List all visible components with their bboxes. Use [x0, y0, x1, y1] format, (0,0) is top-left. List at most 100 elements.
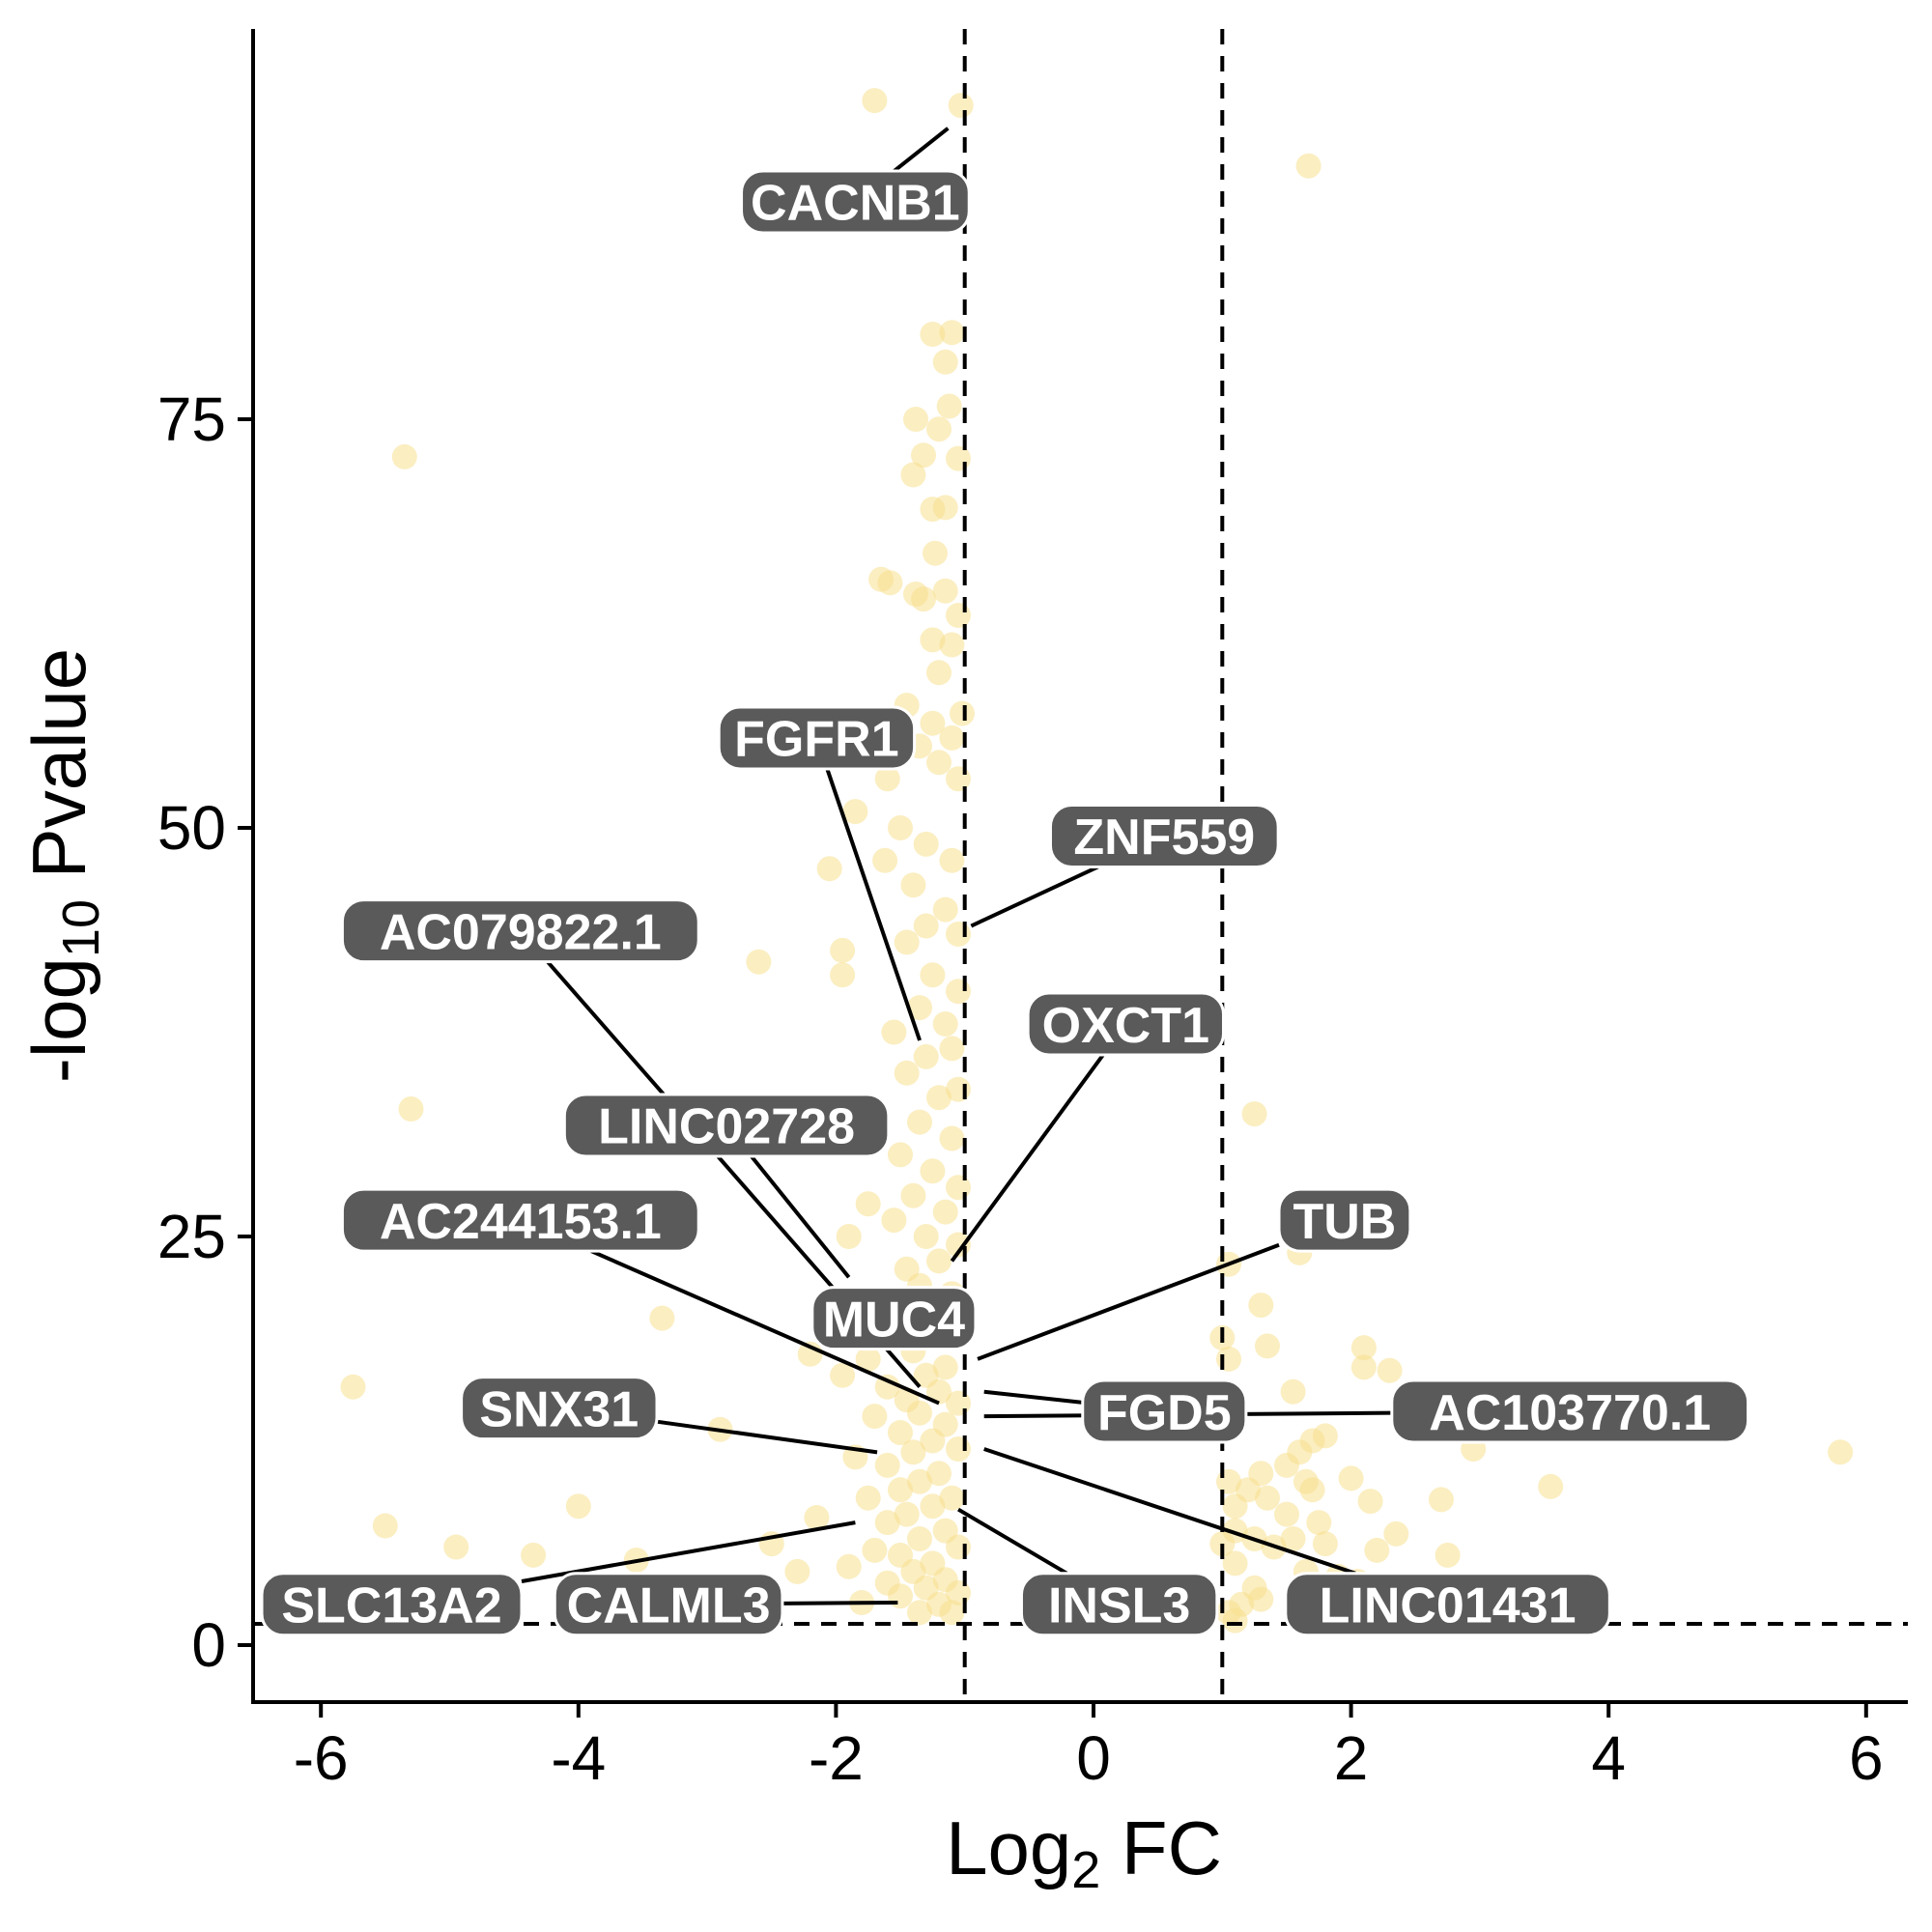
- data-point: [1312, 1531, 1338, 1557]
- gene-label: SNX31: [460, 1376, 659, 1441]
- data-point: [939, 1036, 965, 1062]
- gene-label-box: [340, 1187, 700, 1253]
- data-point: [1216, 1346, 1241, 1372]
- data-point: [746, 949, 772, 975]
- data-point: [907, 1600, 932, 1626]
- data-point: [907, 1109, 932, 1135]
- data-point: [888, 1477, 913, 1503]
- data-point: [946, 922, 971, 947]
- gene-label-box: [553, 1572, 784, 1637]
- data-point: [881, 1208, 907, 1234]
- gene-label-text: ZNF559: [1073, 810, 1255, 866]
- data-point: [948, 93, 974, 119]
- data-point: [926, 1461, 952, 1487]
- data-point: [926, 1085, 952, 1111]
- data-point: [1828, 1439, 1854, 1465]
- gene-label-text: AC244153.1: [380, 1194, 662, 1250]
- data-point: [946, 603, 971, 628]
- gene-label-box: [740, 169, 971, 235]
- data-point: [1241, 1101, 1267, 1127]
- x-tick-label: 0: [1076, 1723, 1111, 1793]
- data-point: [836, 1553, 862, 1579]
- gene-label-text: MUC4: [823, 1292, 965, 1348]
- data-point: [932, 1011, 958, 1037]
- data-point: [907, 995, 932, 1021]
- y-tick-label: 50: [157, 793, 226, 863]
- data-point: [842, 799, 868, 825]
- gene-label-box: [717, 705, 917, 771]
- data-point: [946, 1436, 971, 1462]
- data-point: [1350, 1335, 1377, 1361]
- data-point: [923, 540, 948, 566]
- data-point: [920, 962, 946, 988]
- data-point: [939, 1125, 965, 1151]
- data-point: [936, 393, 962, 419]
- gene-label-text: LINC01431: [1320, 1577, 1577, 1634]
- data-point: [913, 1224, 939, 1249]
- y-tick-label: 0: [191, 1610, 226, 1680]
- data-point: [913, 1043, 939, 1069]
- axes: [251, 29, 1908, 1704]
- gene-label: LINC02728: [562, 1093, 891, 1158]
- gene-label: CALML3: [553, 1572, 784, 1637]
- data-point: [926, 750, 952, 776]
- gene-label: FGFR1: [717, 705, 917, 771]
- x-tick-label: 4: [1591, 1723, 1626, 1793]
- gene-label-text: INSL3: [1048, 1577, 1190, 1634]
- gene-label-box: [810, 1286, 978, 1351]
- gene-label: ZNF559: [1048, 803, 1280, 868]
- leader-line: [983, 1389, 1083, 1405]
- gene-label-box: [562, 1093, 891, 1158]
- leader-line: [950, 1053, 1105, 1263]
- data-point: [1357, 1489, 1383, 1515]
- leader-line: [521, 1520, 856, 1583]
- data-point: [855, 1191, 881, 1217]
- data-point: [939, 1600, 965, 1626]
- data-point: [1222, 1607, 1248, 1634]
- data-point: [443, 1534, 469, 1560]
- data-point: [1255, 1485, 1280, 1511]
- data-point: [946, 766, 971, 792]
- data-point: [946, 1390, 971, 1416]
- data-point: [804, 1505, 830, 1530]
- gene-label: AC079822.1: [340, 898, 700, 964]
- data-point: [888, 1142, 913, 1168]
- x-ticks: -6 -4 -2 0 2 4 6: [294, 1702, 1884, 1793]
- x-tick-label: 2: [1334, 1723, 1369, 1793]
- data-point: [932, 1354, 958, 1380]
- leader-line: [825, 768, 922, 1041]
- gene-label-text: OXCT1: [1042, 998, 1209, 1054]
- data-point: [926, 1378, 952, 1405]
- gene-label-text: CACNB1: [751, 176, 960, 232]
- gene-label-text: TUB: [1293, 1194, 1396, 1250]
- data-point: [920, 627, 946, 653]
- data-point: [372, 1513, 398, 1539]
- data-point: [874, 766, 900, 792]
- data-point: [939, 1485, 965, 1511]
- data-point: [391, 443, 417, 469]
- data-point: [932, 896, 958, 923]
- data-point: [939, 320, 965, 346]
- data-point: [920, 1428, 946, 1454]
- data-point: [836, 1224, 862, 1249]
- data-point: [926, 1248, 952, 1274]
- x-tick-label: -2: [809, 1723, 864, 1793]
- x-tick-label: 6: [1849, 1723, 1884, 1793]
- data-point: [874, 1452, 900, 1478]
- gene-label: AC244153.1: [340, 1187, 700, 1253]
- data-point: [907, 1468, 932, 1494]
- data-point: [900, 462, 926, 488]
- data-point: [946, 979, 971, 1005]
- data-point: [1306, 1510, 1332, 1536]
- gene-label-box: [1081, 1378, 1248, 1444]
- data-point: [1255, 1333, 1280, 1359]
- data-point: [877, 570, 903, 596]
- data-point: [649, 1305, 675, 1331]
- y-tick-label: 75: [157, 384, 226, 454]
- gene-label-box: [1277, 1187, 1412, 1253]
- data-point: [830, 1362, 856, 1388]
- data-point: [1435, 1542, 1461, 1568]
- data-point: [1299, 1477, 1325, 1503]
- data-point: [816, 856, 842, 882]
- data-point: [862, 1404, 888, 1430]
